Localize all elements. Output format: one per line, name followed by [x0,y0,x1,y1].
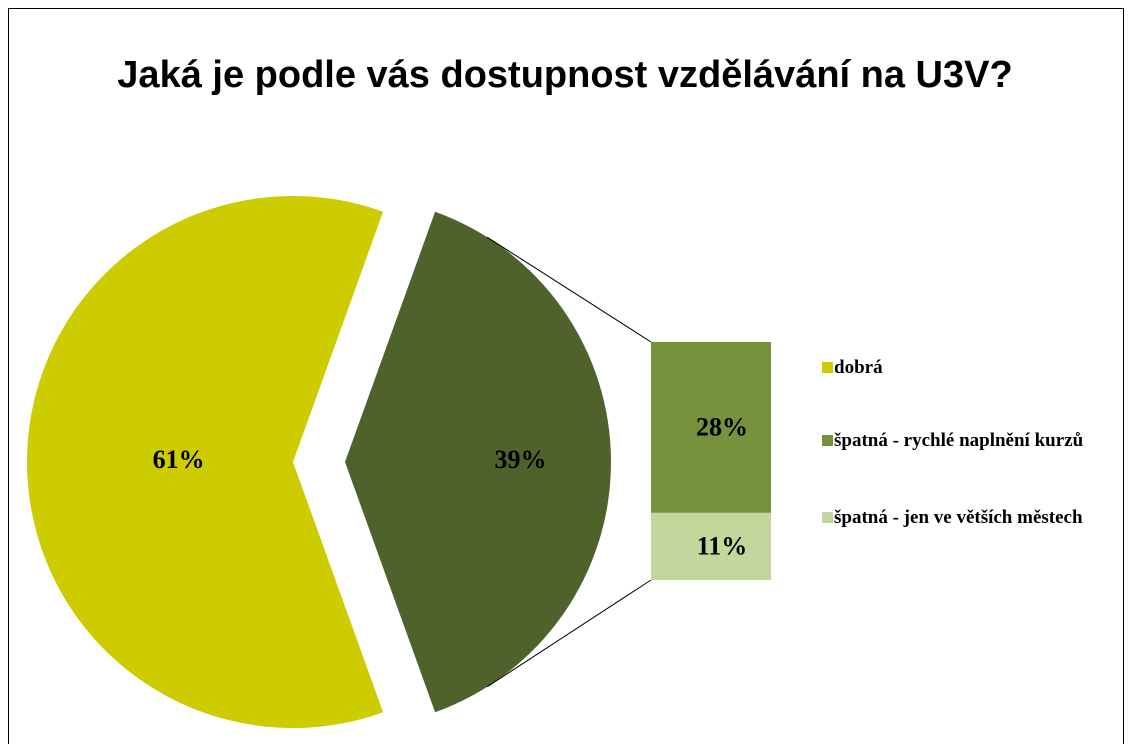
connector [486,236,652,343]
data-label: 61% [153,445,205,474]
pie-slice [27,196,384,729]
legend-label: špatná - jen ve větších městech [834,507,1083,528]
connector [486,579,652,688]
pie-slice-other [345,211,611,713]
legend-swatch [822,435,833,446]
data-label: 39% [495,445,547,474]
legend-item: špatná - jen ve větších městech [822,505,1122,531]
data-label: 28% [696,412,748,441]
legend-item: špatná - rychlé naplnění kurzů [822,428,1122,454]
legend-swatch [822,362,833,373]
legend-label: dobrá [834,357,883,378]
chart-border [8,8,1124,744]
bar-segment [651,342,771,513]
bar-segment [651,512,771,580]
data-label: 11% [697,531,748,560]
legend-label: špatná - rychlé naplnění kurzů [834,430,1084,451]
legend-swatch [822,512,833,523]
chart-title: Jaká je podle vás dostupnost vzdělávání … [117,54,1013,96]
legend-item: dobrá [822,355,1122,381]
